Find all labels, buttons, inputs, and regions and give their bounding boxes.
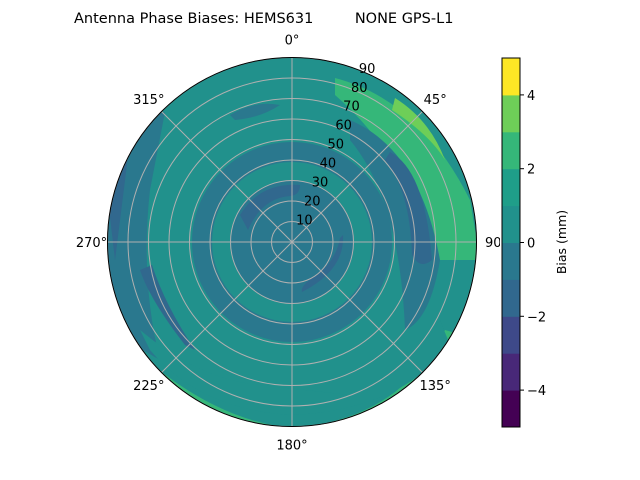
colorbar-band [502,390,520,428]
theta-tick-label: 45° [424,93,447,108]
theta-tick-label: 135° [420,379,451,394]
contour-band-neg2-neg1 [385,152,432,264]
theta-gridline [291,241,423,373]
colorbar-band [502,353,520,391]
contour-band-neg2-neg1 [240,184,300,230]
r-tick-label: 30 [312,175,329,190]
colorbar: −4 −2 0 2 4 [500,57,546,428]
colorbar-tick-label: 0 [527,237,535,252]
r-tick-label: 60 [335,119,352,134]
theta-tick-label: 180° [276,439,307,454]
contour-band-neg2-neg1 [140,265,195,350]
r-tick-label: 40 [320,157,337,172]
r-tick-label: 80 [351,81,368,96]
colorbar-tick-label: 2 [527,163,535,178]
colorbar-band [502,94,520,133]
contour-band-neg2-neg1 [301,235,344,292]
theta-gridline [291,111,423,243]
colorbar-tick-label: −2 [527,310,546,325]
theta-gridline [161,111,293,243]
colorbar-tick-label: 4 [527,89,535,104]
r-tick-label: 90 [359,62,376,77]
contour-band-neg1-0 [350,120,440,330]
colorbar-tick-label: −4 [527,384,546,399]
contour-band-neg1-0 [230,103,280,120]
r-tick-label: 70 [343,100,360,115]
colorbar-band [502,58,520,96]
polar-grid [107,57,477,427]
colorbar-band [502,242,520,280]
r-tick-label: 10 [296,213,313,228]
chart-title: Antenna Phase Biases: HEMS631 NONE GPS-L… [74,11,453,27]
colorbar-band [502,168,520,207]
theta-tick-label: 270° [76,236,107,251]
contour-band-2-3 [392,98,445,160]
polar-frame [107,57,477,427]
contour-band-0-1 [140,320,450,415]
theta-gridline [161,241,293,373]
contour-band-neg2-neg1 [108,140,130,260]
theta-tick-label: 225° [133,379,164,394]
theta-tick-labels: 0°45°90°135°180°225°270°315° [76,34,508,454]
colorbar-band [502,131,520,170]
r-tick-labels: 10 20 30 40 50 60 70 80 90 [296,62,375,229]
colorbar-band [502,279,520,317]
theta-tick-label: 315° [133,93,164,108]
colorbar-band [502,316,520,354]
r-tick-label: 20 [304,194,321,209]
colorbar-label: Bias (mm) [554,210,569,274]
colorbar-band [502,205,520,243]
r-tick-label: 50 [327,138,344,153]
theta-tick-label: 0° [285,34,300,49]
